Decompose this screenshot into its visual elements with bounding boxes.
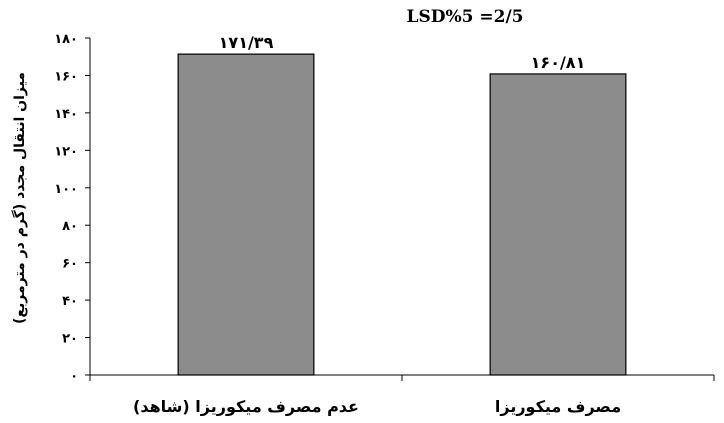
category-label: عدم مصرف میکوریزا (شاهد): [133, 397, 359, 416]
y-tick-label: ۱۲۰: [54, 144, 78, 159]
data-label: ۱۶۰/۸۱: [531, 53, 586, 72]
bar: [177, 53, 315, 376]
y-tick-label: ۸۰: [62, 219, 78, 234]
category-label: مصرف میکوریزا: [495, 397, 621, 416]
lsd-annotation: LSD%5 =2/5: [407, 7, 524, 27]
data-label: ۱۷۱/۳۹: [219, 33, 274, 52]
y-tick-label: ۰: [70, 369, 78, 384]
y-axis-label: میزان انتقال مجدد (گرم در مترمربع): [11, 72, 28, 324]
y-tick-label: ۱۸۰: [54, 32, 78, 47]
bar: [489, 73, 627, 376]
y-tick-label: ۴۰: [62, 294, 78, 309]
y-tick-label: ۱۴۰: [54, 107, 78, 122]
y-tick-label: ۶۰: [62, 257, 78, 272]
y-tick-label: ۱۰۰: [54, 182, 78, 197]
y-tick-label: ۲۰: [62, 332, 78, 347]
y-tick-label: ۱۶۰: [54, 69, 78, 84]
